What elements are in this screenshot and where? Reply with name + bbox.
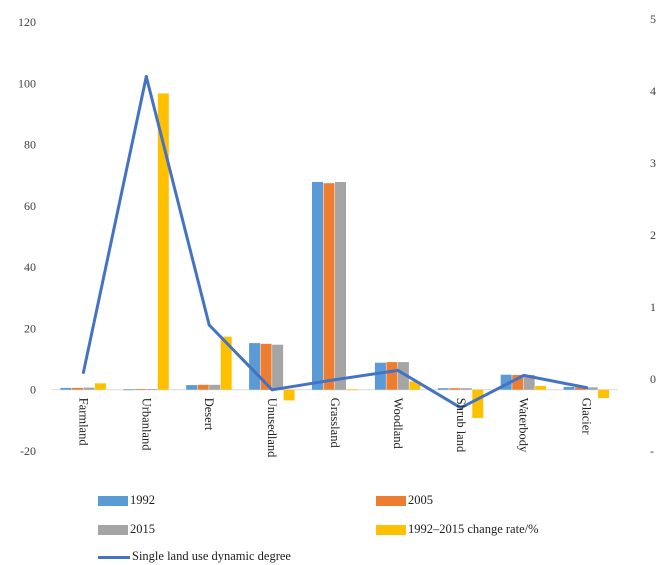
bar-1992 xyxy=(123,389,135,391)
bar-1992-2015-change-rate- xyxy=(535,386,547,390)
legend-label-dynamic-degree: Single land use dynamic degree xyxy=(132,549,291,563)
dynamic-degree-point xyxy=(585,386,589,390)
right-axis-tick-label: 0 xyxy=(650,372,656,386)
category-label: Desert xyxy=(202,398,216,431)
line-series-group xyxy=(81,75,589,410)
category-label: Shrub land xyxy=(454,398,468,453)
bar-2005 xyxy=(449,388,461,390)
bar-1992-2015-change-rate- xyxy=(220,336,232,390)
legend-change-rate: 1992–2015 change rate/% xyxy=(376,522,539,537)
bar-1992-2015-change-rate- xyxy=(409,381,421,390)
left-axis: 120 100 80 60 40 20 0 -20 xyxy=(18,15,36,458)
dynamic-degree-point xyxy=(459,406,463,410)
legend-2015: 2015 xyxy=(98,522,155,537)
bar-2005 xyxy=(575,387,587,390)
bar-2015 xyxy=(83,387,95,390)
dynamic-degree-point xyxy=(81,371,85,374)
legend-dynamic-degree: Single land use dynamic degree xyxy=(98,549,291,564)
bar-1992 xyxy=(437,388,449,390)
legend-1992: 1992 xyxy=(98,493,155,508)
legend-swatch-1992 xyxy=(98,496,128,507)
bar-2005 xyxy=(197,384,209,390)
left-axis-tick-label: 40 xyxy=(24,260,36,274)
dynamic-degree-point xyxy=(333,378,337,382)
category-label: Urbanland xyxy=(139,398,153,452)
bar-2015 xyxy=(146,389,158,390)
left-axis-tick-label: 60 xyxy=(24,199,36,213)
bar-1992 xyxy=(186,385,198,390)
category-label: Farmland xyxy=(76,398,90,447)
dynamic-degree-point xyxy=(522,373,526,377)
bar-2015 xyxy=(272,344,284,390)
left-axis-tick-label: 20 xyxy=(24,321,36,335)
bar-2005 xyxy=(71,387,83,390)
left-axis-tick-label: 100 xyxy=(18,76,36,90)
bar-1992-2015-change-rate- xyxy=(598,389,610,398)
bar-2005 xyxy=(323,183,335,390)
bar-1992-2015-change-rate- xyxy=(283,389,295,401)
bar-1992 xyxy=(312,182,323,390)
dynamic-degree-point xyxy=(207,323,211,327)
bar-1992 xyxy=(374,362,386,390)
bars-group xyxy=(60,93,610,418)
right-axis-tick-label: 3 xyxy=(650,156,656,170)
bar-2015 xyxy=(335,182,346,390)
right-axis-tick-label: 4 xyxy=(650,84,656,98)
category-label: Grassland xyxy=(328,398,342,449)
bar-2005 xyxy=(134,389,146,390)
category-label: Unusedland xyxy=(265,398,279,458)
bar-1992-2015-change-rate- xyxy=(94,383,106,390)
bar-1992-2015-change-rate- xyxy=(157,93,169,390)
bar-2005 xyxy=(386,362,398,390)
bar-2005 xyxy=(260,343,272,390)
legend-2005: 2005 xyxy=(376,493,433,508)
legend-swatch-2005 xyxy=(376,496,406,507)
category-label: Waterbody xyxy=(517,398,531,453)
category-labels: Farmland Urbanland Desert Unusedland Grassla… xyxy=(76,398,593,458)
bar-1992 xyxy=(60,387,72,390)
right-axis-tick-label: 2 xyxy=(650,228,656,242)
category-label: Woodland xyxy=(391,398,405,450)
bar-1992-2015-change-rate- xyxy=(346,389,358,391)
right-axis-tick-label: - xyxy=(650,444,654,458)
dynamic-degree-point xyxy=(270,388,274,392)
left-axis-tick-label: 120 xyxy=(18,15,36,29)
bar-2015 xyxy=(586,387,598,390)
legend-swatch-2015 xyxy=(98,525,128,536)
bar-2015 xyxy=(209,384,221,390)
legend-label-1992: 1992 xyxy=(130,493,155,507)
right-axis: 5 4 3 2 1 0 - xyxy=(650,12,656,458)
left-axis-tick-label: 80 xyxy=(24,138,36,152)
left-axis-tick-label: -20 xyxy=(20,444,36,458)
bar-1992 xyxy=(249,343,261,390)
legend-label-2005: 2005 xyxy=(408,493,433,507)
bar-1992-2015-change-rate- xyxy=(472,389,484,418)
bar-2015 xyxy=(397,362,409,390)
right-axis-tick-label: 1 xyxy=(650,300,656,314)
legend-swatch-change-rate xyxy=(376,525,406,536)
dynamic-degree-point xyxy=(144,75,148,79)
bar-2015 xyxy=(460,388,472,390)
dynamic-degree-point xyxy=(396,368,400,372)
bar-2015 xyxy=(523,375,535,390)
bar-1992 xyxy=(500,374,512,390)
left-axis-tick-label: 0 xyxy=(30,383,36,397)
bar-1992 xyxy=(563,387,575,390)
legend-swatch-dynamic-degree xyxy=(98,555,130,559)
right-axis-tick-label: 5 xyxy=(650,12,656,26)
legend-label-change-rate: 1992–2015 change rate/% xyxy=(408,522,539,536)
legend-label-2015: 2015 xyxy=(130,522,155,536)
category-label: Glacier xyxy=(580,398,594,436)
bar-2005 xyxy=(512,375,524,390)
